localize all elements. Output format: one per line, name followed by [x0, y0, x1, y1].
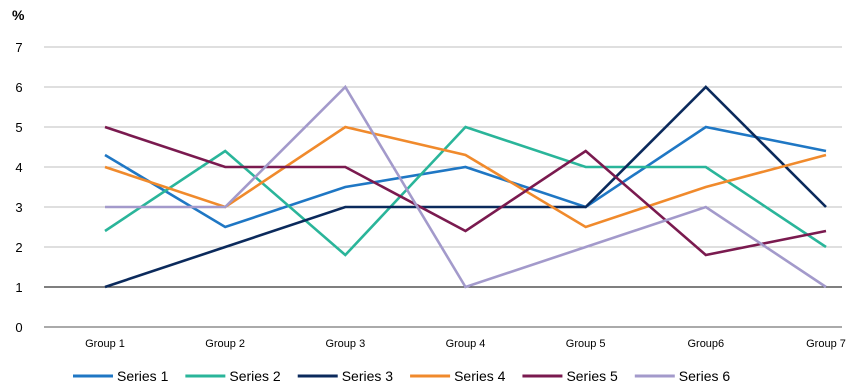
series-line-1 [104, 125, 827, 229]
series-line-5 [104, 125, 827, 257]
legend-item-2: Series 2 [185, 368, 281, 384]
x-tick-label: Group 3 [325, 338, 365, 350]
y-tick-label: 2 [15, 240, 22, 255]
series-lines [104, 84, 827, 289]
legend: Series 1 Series 2 Series 3 Series 4 Series 5… [73, 368, 730, 384]
y-tick-label: 4 [15, 160, 22, 175]
y-axis-unit-label: % [12, 7, 25, 23]
x-tick-label: Group 2 [205, 338, 245, 350]
series-line-3 [104, 85, 827, 289]
x-tick-label: Group 1 [85, 338, 125, 350]
y-axis-ticks: 0 1 2 3 4 5 6 7 [15, 40, 22, 335]
y-tick-label: 7 [15, 40, 22, 55]
series-line-2 [104, 125, 827, 257]
x-tick-label: Group 4 [446, 338, 486, 350]
y-tick-label: 1 [15, 280, 22, 295]
y-tick-label: 3 [15, 200, 22, 215]
legend-label: Series 4 [454, 368, 506, 384]
series-line-6 [105, 84, 827, 289]
legend-label: Series 5 [566, 368, 618, 384]
y-tick-label: 0 [15, 320, 22, 335]
x-tick-label: Group 5 [566, 338, 606, 350]
legend-item-4: Series 4 [410, 368, 506, 384]
legend-label: Series 3 [342, 368, 394, 384]
legend-item-3: Series 3 [297, 368, 394, 384]
legend-label: Series 1 [117, 368, 169, 384]
y-tick-label: 6 [15, 80, 22, 95]
legend-item-1: Series 1 [73, 368, 169, 384]
x-axis-ticks: Group 1 Group 2 Group 3 Group 4 Group 5 Group… [85, 338, 846, 350]
legend-label: Series 6 [679, 368, 731, 384]
legend-item-6: Series 6 [634, 368, 731, 384]
series-line-4 [104, 125, 827, 229]
y-tick-label: 5 [15, 120, 22, 135]
legend-item-5: Series 5 [522, 368, 618, 384]
x-tick-label: Group 7 [806, 338, 846, 350]
x-tick-label: Group6 [687, 338, 724, 350]
legend-label: Series 2 [229, 368, 281, 384]
